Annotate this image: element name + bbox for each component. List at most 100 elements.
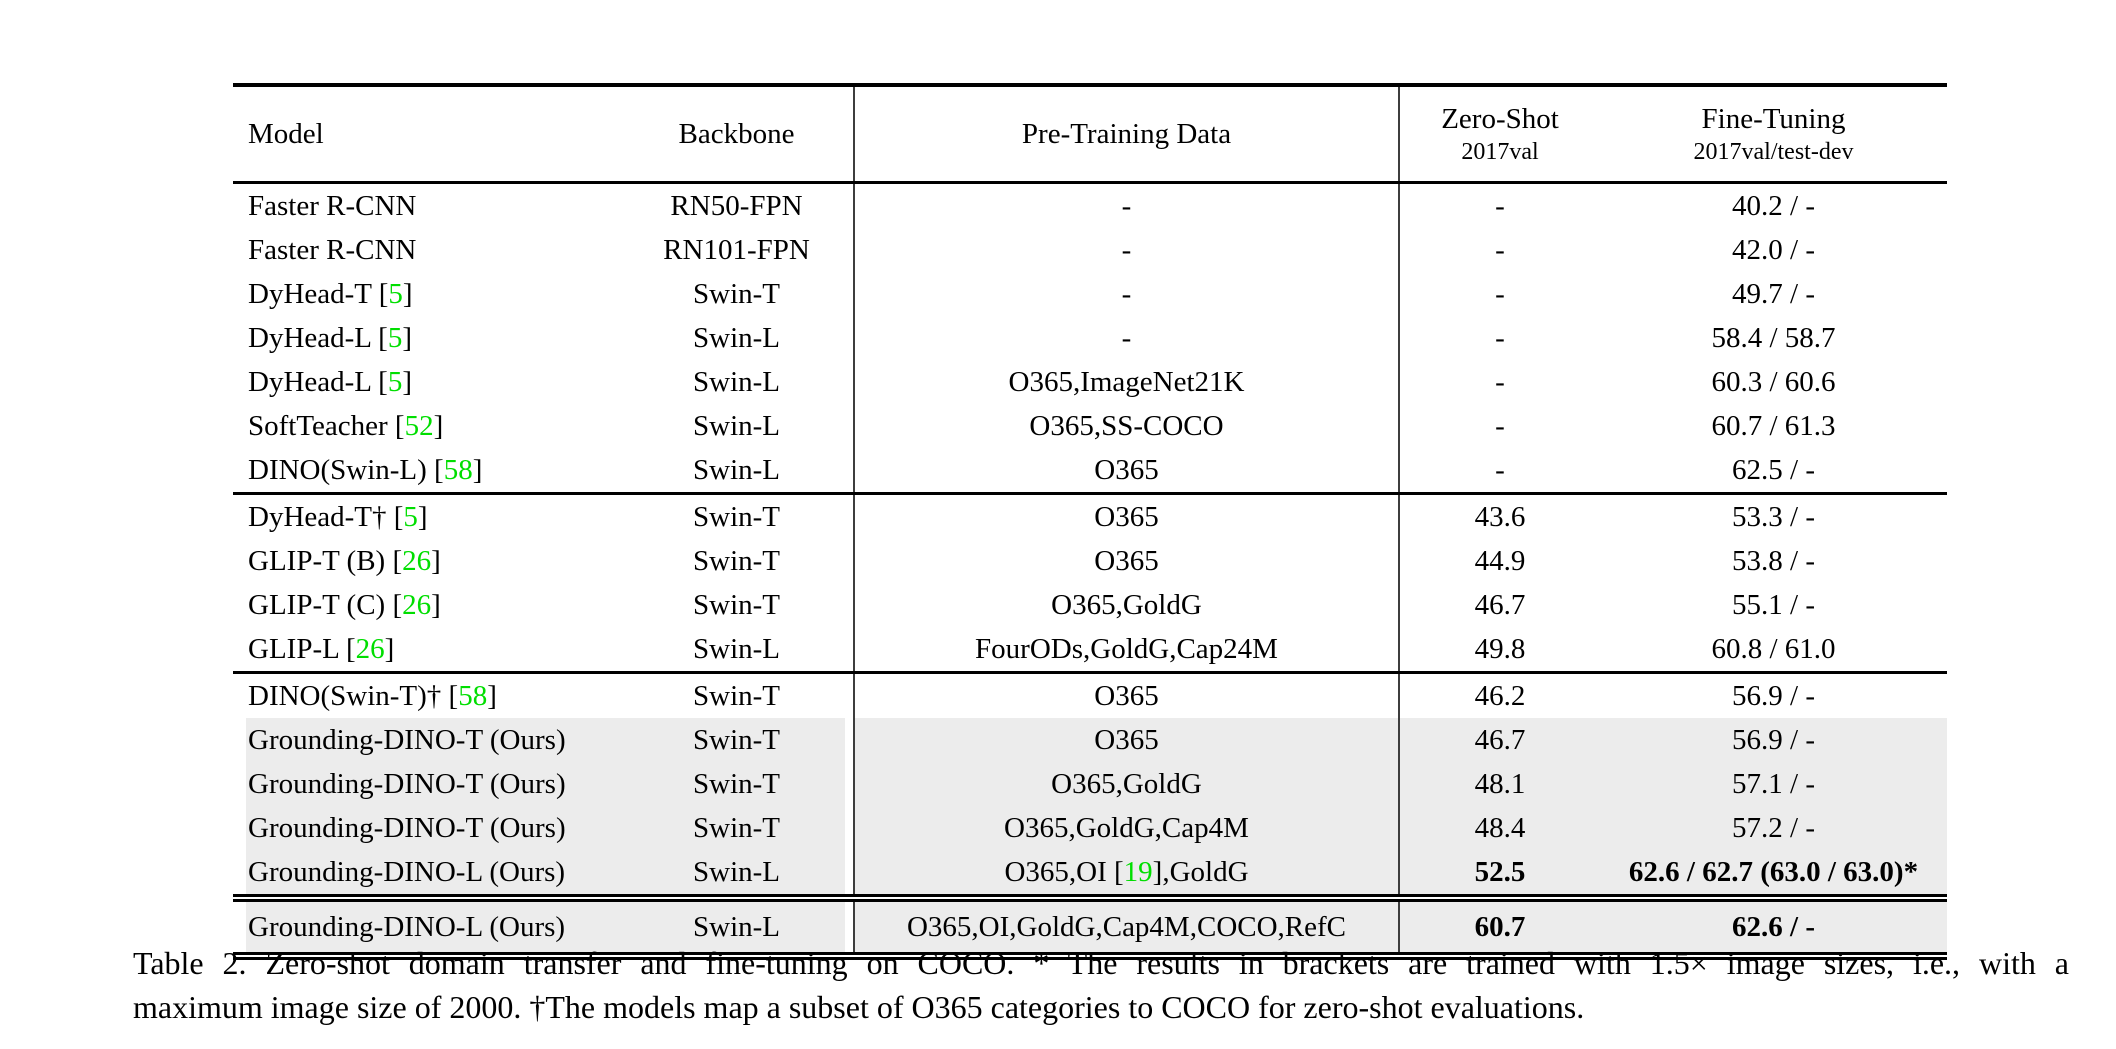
cell-text: Swin-L (693, 855, 780, 888)
cell-text: 46.7 (1474, 588, 1526, 621)
cell-text: Grounding-DINO-T (Ours) (248, 811, 566, 844)
header-row: Model Backbone Pre-Training Data Zero-Sh… (233, 85, 1947, 184)
cell-text: 49.7 / - (1732, 277, 1815, 310)
cell-zeroshot: - (1398, 228, 1600, 272)
cell-text: DyHead-L [ (248, 321, 388, 354)
cell-text: 44.9 (1474, 544, 1526, 577)
table-row: Grounding-DINO-T (Ours) Swin-T O365,GoldG,… (233, 806, 1947, 850)
cell-finetune: 56.9 / - (1600, 718, 1947, 762)
cell-finetune: 53.3 / - (1600, 494, 1947, 540)
cell-text: 60.7 / 61.3 (1711, 409, 1836, 442)
cell-text: - (1495, 233, 1505, 266)
citation-number: 5 (387, 365, 403, 398)
cell-text: Grounding-DINO-L (Ours) (248, 855, 566, 888)
caption-line-2: maximum image size of 2000. †The models … (133, 989, 1585, 1025)
cell-text: 53.3 / - (1732, 500, 1815, 533)
table-group: Faster R-CNN RN50-FPN - -40.2 / - Faster R-C… (233, 182, 1947, 494)
header-model: Model (233, 85, 620, 184)
citation-number: 5 (388, 277, 403, 310)
caption-line-1: Table 2. Zero-shot domain transfer and f… (133, 945, 2069, 981)
table-row: Grounding-DINO-T (Ours) Swin-T O365,GoldG 4… (233, 762, 1947, 806)
cell-finetune: 57.1 / - (1600, 762, 1947, 806)
cell-zeroshot: 52.5 (1398, 850, 1600, 898)
citation-number: 26 (355, 632, 385, 665)
cell-text: 62.6 / 62.7 (63.0 / 63.0)* (1628, 855, 1919, 888)
cell-text: Swin-T (693, 811, 780, 844)
table-row: DINO(Swin-T)† [58] Swin-T O365 46.2 56.9 / - (233, 672, 1947, 719)
citation-number: 26 (402, 544, 432, 577)
citation-number: 5 (387, 321, 403, 354)
cell-zeroshot: 48.1 (1398, 762, 1600, 806)
cell-text: ] (402, 365, 413, 398)
cell-text: SoftTeacher [ (248, 409, 405, 442)
cell-text: FourODs,GoldG,Cap24M (975, 632, 1278, 665)
cell-pretrain: O365,GoldG,Cap4M (853, 806, 1399, 850)
cell-text: ] (487, 679, 497, 712)
cell-model: GLIP-T (B) [26] (233, 539, 620, 583)
cell-text: O365 (1094, 679, 1159, 712)
table-row: Grounding-DINO-L (Ours) Swin-L O365,OI [19… (233, 850, 1947, 898)
cell-finetune: 49.7 / - (1600, 272, 1947, 316)
cell-text: ] (402, 277, 413, 310)
cell-finetune: 60.7 / 61.3 (1600, 404, 1947, 448)
cell-text: - (1495, 409, 1505, 442)
cell-model: Grounding-DINO-L (Ours) (233, 850, 620, 898)
cell-backbone: Swin-L (620, 360, 854, 404)
header-backbone-label: Backbone (678, 117, 795, 150)
citation-number: 26 (402, 588, 432, 621)
table-row: DyHead-T† [5] Swin-T O365 43.6 53.3 / - (233, 493, 1947, 540)
cell-backbone: Swin-T (620, 272, 854, 316)
table-group: DyHead-T† [5] Swin-T O365 43.6 53.3 / - GLIP-… (233, 493, 1947, 673)
cell-text: 60.8 / 61.0 (1711, 632, 1836, 665)
cell-text: - (1121, 233, 1132, 266)
header-finetune: Fine-Tuning 2017val/test-dev (1600, 85, 1947, 184)
cell-text: Swin-T (693, 767, 780, 800)
cell-text: Swin-L (693, 409, 780, 442)
cell-model: Grounding-DINO-L (Ours) (233, 898, 620, 956)
cell-backbone: Swin-T (620, 806, 854, 850)
cell-pretrain: O365 (853, 539, 1399, 583)
cell-text: 57.1 / - (1732, 767, 1815, 800)
cell-model: Faster R-CNN (233, 183, 620, 229)
cell-finetune: 55.1 / - (1600, 583, 1947, 627)
cell-text: O365,SS-COCO (1029, 409, 1224, 442)
cell-text: O365 (1094, 500, 1159, 533)
cell-zeroshot: 48.4 (1398, 806, 1600, 850)
cell-backbone: Swin-T (620, 494, 854, 540)
cell-pretrain: O365 (853, 448, 1399, 494)
cell-text: Swin-L (693, 632, 780, 665)
table-row: GLIP-T (B) [26] Swin-T O365 44.9 53.8 / - (233, 539, 1947, 583)
cell-text: O365,GoldG (1051, 767, 1202, 800)
cell-finetune: 40.2 / - (1600, 183, 1947, 229)
table-group: Grounding-DINO-L (Ours) Swin-L O365,OI,Gol… (233, 898, 1947, 956)
cell-zeroshot: - (1398, 182, 1600, 228)
cell-text: Swin-T (693, 500, 780, 533)
cell-pretrain: - (853, 316, 1399, 360)
cell-text: 62.6 / - (1732, 910, 1815, 943)
header-zeroshot-title: Zero-Shot (1441, 103, 1559, 135)
citation-number: 5 (403, 500, 418, 533)
cell-finetune: 53.8 / - (1600, 539, 1947, 583)
citation-number: 52 (404, 409, 434, 442)
cell-finetune: 62.6 / - (1600, 898, 1947, 956)
cell-zeroshot: - (1398, 360, 1600, 404)
table-row: DyHead-L [5] Swin-L - - 58.4 / 58.7 (233, 316, 1947, 360)
citation-number: 19 (1123, 855, 1153, 888)
cell-text: 40.2 / - (1732, 189, 1815, 222)
cell-model: DyHead-L [5] (233, 316, 620, 360)
cell-text: 55.1 / - (1732, 588, 1815, 621)
cell-text: 57.2 / - (1732, 811, 1815, 844)
cell-text: O365,OI,GoldG,Cap4M,COCO,RefC (906, 910, 1347, 943)
cell-text: Swin-T (693, 277, 780, 310)
cell-model: Grounding-DINO-T (Ours) (233, 718, 620, 762)
cell-text: O365 (1094, 544, 1159, 577)
cell-model: SoftTeacher [52] (233, 404, 620, 448)
cell-finetune: 56.9 / - (1600, 673, 1947, 719)
cell-zeroshot: 43.6 (1398, 493, 1600, 539)
cell-text: 58.4 / 58.7 (1711, 321, 1836, 354)
cell-text: Grounding-DINO-L (Ours) (248, 910, 566, 943)
header-backbone: Backbone (620, 85, 854, 184)
cell-text: ] (402, 321, 413, 354)
cell-text: Swin-L (693, 453, 780, 486)
table-row: Grounding-DINO-T (Ours) Swin-T O365 46.7 56.… (233, 718, 1947, 762)
